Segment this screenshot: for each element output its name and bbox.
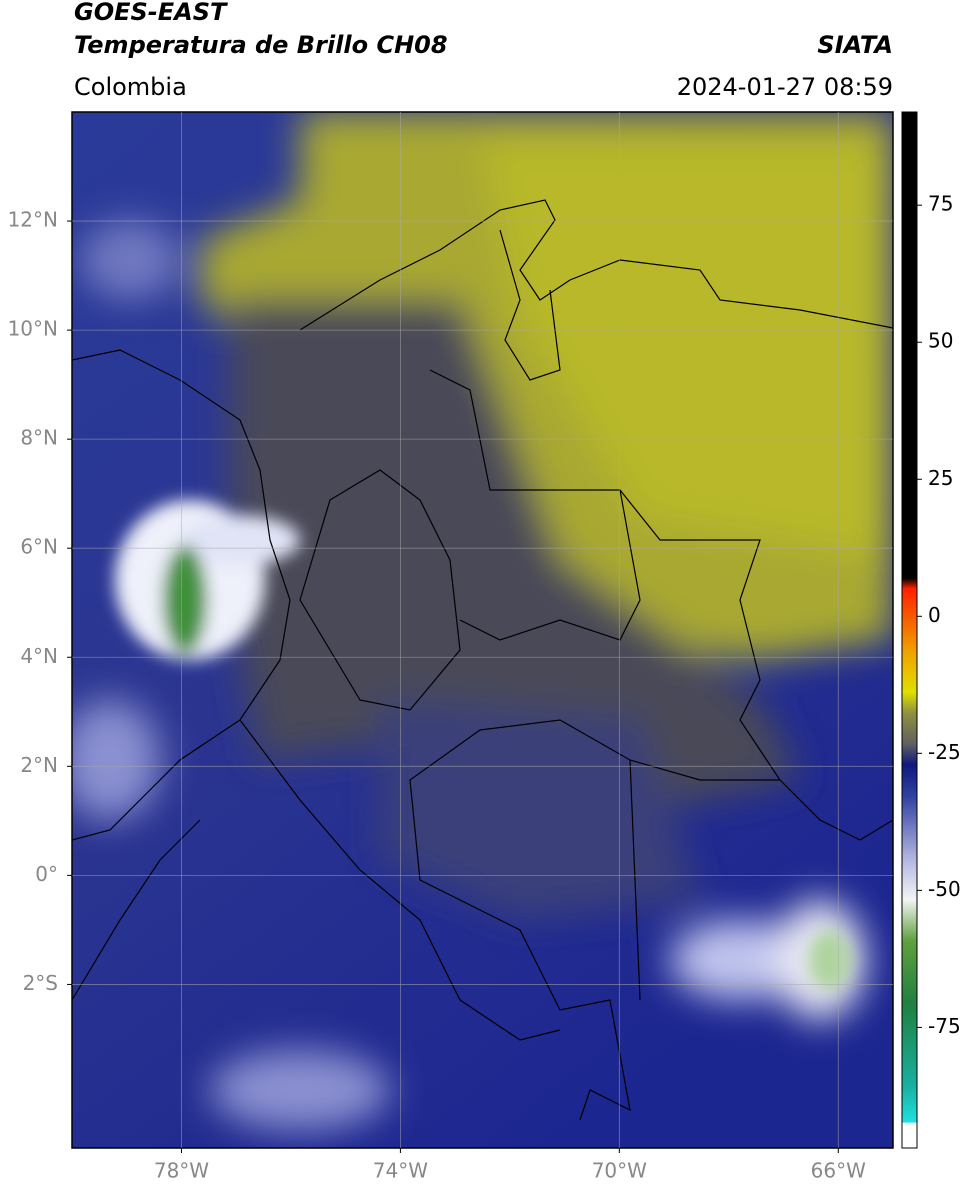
title: GOES-EAST — [74, 0, 228, 26]
y-tick-label: 10°N — [8, 317, 58, 341]
satellite-image — [72, 112, 893, 1148]
y-tick-label: 4°N — [20, 644, 58, 668]
y-tick-label: 2°S — [23, 971, 58, 995]
colorbar-tick-label: 25 — [928, 466, 953, 490]
x-tick-label: 74°W — [373, 1159, 428, 1183]
colorbar-tick-label: 0 — [928, 603, 941, 627]
colorbar — [901, 111, 918, 1149]
colorbar-tick-label: 75 — [928, 192, 953, 216]
y-tick-label: 8°N — [20, 426, 58, 450]
x-tick-label: 78°W — [154, 1159, 209, 1183]
x-tick-label: 66°W — [811, 1159, 866, 1183]
agency: SIATA — [817, 31, 893, 59]
region: Colombia — [74, 73, 187, 101]
colorbar-tick-label: -50 — [928, 877, 961, 901]
y-tick-label: 6°N — [20, 535, 58, 559]
x-tick-label: 70°W — [592, 1159, 647, 1183]
timestamp: 2024-01-27 08:59 — [677, 73, 893, 101]
subtitle: Temperatura de Brillo CH08 — [74, 31, 448, 59]
map-frame — [71, 111, 894, 1149]
colorbar-tick-label: -75 — [928, 1014, 961, 1038]
colorbar-tick-label: -25 — [928, 740, 961, 764]
y-tick-label: 12°N — [8, 208, 58, 232]
y-tick-label: 0° — [35, 862, 58, 886]
y-tick-label: 2°N — [20, 753, 58, 777]
colorbar-tick-label: 50 — [928, 329, 953, 353]
